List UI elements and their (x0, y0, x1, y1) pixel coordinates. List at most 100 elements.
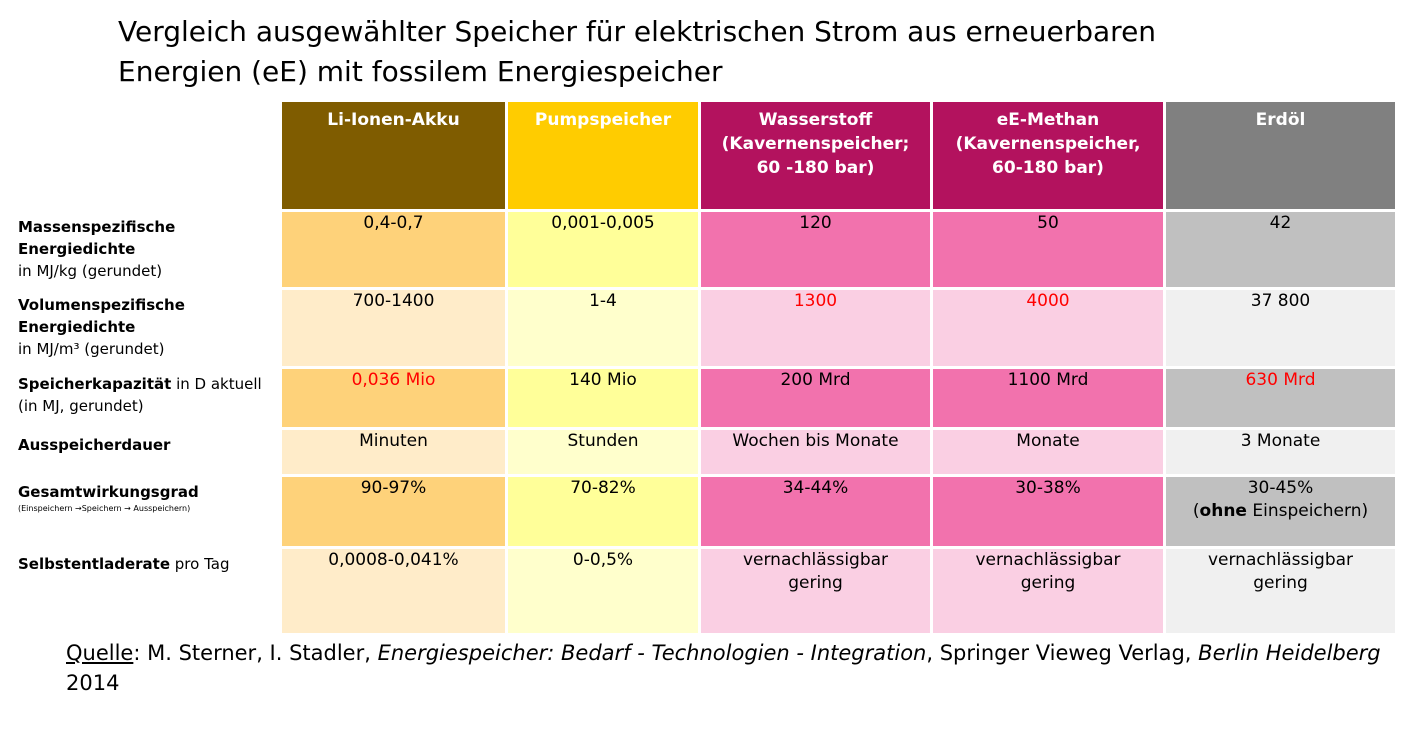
comparison-table: Li-Ionen-Akku Pumpspeicher Wasserstoff (Kav… (10, 99, 1398, 636)
column-header-pump: Pumpspeicher (505, 99, 701, 212)
column-header-line: Li-Ionen-Akku (327, 110, 460, 130)
cell-value: 200 Mrd (780, 370, 851, 390)
column-header-ch4: eE-Methan (Kavernenspeicher, 60-180 bar) (930, 99, 1166, 212)
cell-oil: 630 Mrd (1163, 366, 1398, 430)
cell-ch4: Monate (930, 427, 1166, 477)
row-label: Gesamtwirkungsgrad (Einspeichern →Speiche… (10, 474, 282, 549)
column-header-line: 60 -180 bar) (756, 158, 875, 178)
cell-h2: 120 (698, 209, 933, 290)
cell-value: 0,0008-0,041% (328, 550, 459, 570)
table-row: Massenspezifische Energiedichte in MJ/kg … (10, 209, 1398, 290)
cell-value: Minuten (359, 431, 428, 451)
cell-value: 50 (1037, 213, 1059, 233)
table-row: Selbstentladerate pro Tag 0,0008-0,041% 0-… (10, 546, 1398, 636)
cell-value: 120 (799, 213, 832, 233)
row-label-note: (Einspeichern →Speichern → Ausspeichern) (18, 504, 191, 513)
source-citation: Quelle: M. Sterner, I. Stadler, Energies… (66, 638, 1406, 698)
cell-value: 4000 (1026, 291, 1070, 311)
row-label: Massenspezifische Energiedichte in MJ/kg … (10, 209, 282, 290)
cell-value: 1100 Mrd (1007, 370, 1089, 390)
source-authors: : M. Sterner, I. Stadler, (133, 641, 378, 665)
cell-value: vernachlässigbar gering (742, 550, 889, 593)
cell-pump: 0,001-0,005 (505, 209, 701, 290)
source-place: Berlin Heidelberg (1198, 641, 1381, 665)
row-label-detail: in MJ/m³ (gerundet) (18, 340, 165, 358)
cell-value: 37 800 (1250, 291, 1311, 311)
title-line-2: Energien (eE) mit fossilem Energiespeich… (118, 55, 723, 88)
table-row: Speicherkapazität in D aktuell (in MJ, g… (10, 366, 1398, 430)
cell-value: 90-97% (360, 478, 427, 498)
cell-ch4: vernachlässigbar gering (930, 546, 1166, 636)
cell-oil: 3 Monate (1163, 427, 1398, 477)
column-header-line: (Kavernenspeicher; (721, 134, 910, 154)
cell-ch4: 1100 Mrd (930, 366, 1166, 430)
cell-note-open: ( (1192, 501, 1200, 521)
cell-pump: Stunden (505, 427, 701, 477)
cell-oil: 42 (1163, 209, 1398, 290)
row-label-detail: in D aktuell (in MJ, gerundet) (18, 375, 262, 415)
row-label-bold: Speicherkapazität (18, 375, 172, 393)
cell-h2: vernachlässigbar gering (698, 546, 933, 636)
cell-value: Monate (1016, 431, 1080, 451)
cell-value: 140 Mio (569, 370, 637, 390)
cell-value: 0,001-0,005 (551, 213, 655, 233)
cell-h2: 200 Mrd (698, 366, 933, 430)
cell-liion: 0,0008-0,041% (279, 546, 508, 636)
cell-value: vernachlässigbar gering (975, 550, 1121, 593)
cell-value: 70-82% (570, 478, 636, 498)
title-line-1: Vergleich ausgewählter Speicher für elek… (118, 15, 1157, 48)
column-header-line: Pumpspeicher (534, 110, 672, 130)
cell-pump: 0-0,5% (505, 546, 701, 636)
cell-pump: 70-82% (505, 474, 701, 549)
column-header-line: eE-Methan (996, 110, 1100, 130)
cell-value: 1-4 (589, 291, 617, 311)
header-row: Li-Ionen-Akku Pumpspeicher Wasserstoff (Kav… (10, 99, 1398, 212)
column-header-oil: Erdöl (1163, 99, 1398, 212)
column-header-line: Erdöl (1255, 110, 1306, 130)
cell-value: 3 Monate (1240, 431, 1321, 451)
cell-value: 42 (1269, 213, 1292, 233)
column-header-line: 60-180 bar) (992, 158, 1104, 178)
cell-pump: 1-4 (505, 287, 701, 369)
cell-ch4: 50 (930, 209, 1166, 290)
page-title: Vergleich ausgewählter Speicher für elek… (118, 12, 1368, 92)
column-header-liion: Li-Ionen-Akku (279, 99, 508, 212)
table-row: Gesamtwirkungsgrad (Einspeichern →Speiche… (10, 474, 1398, 549)
cell-value: 630 Mrd (1245, 370, 1316, 390)
row-label: Volumenspezifische Energiedichte in MJ/m³… (10, 287, 282, 369)
table-row: Ausspeicherdauer Minuten Stunden Wochen bis… (10, 427, 1398, 477)
row-label-detail: in MJ/kg (gerundet) (18, 262, 163, 280)
comparison-table-body: Li-Ionen-Akku Pumpspeicher Wasserstoff (Kav… (10, 99, 1398, 636)
cell-oil: 30-45% (ohne Einspeichern) (1163, 474, 1398, 549)
cell-value: 700-1400 (352, 291, 435, 311)
cell-h2: Wochen bis Monate (698, 427, 933, 477)
source-year: 2014 (66, 671, 120, 695)
row-label: Selbstentladerate pro Tag (10, 546, 282, 636)
cell-pump: 140 Mio (505, 366, 701, 430)
cell-ch4: 4000 (930, 287, 1166, 369)
cell-value: 1300 (793, 291, 838, 311)
cell-value: 30-45% (1247, 478, 1314, 498)
cell-value: 34-44% (782, 478, 849, 498)
cell-liion: 0,036 Mio (279, 366, 508, 430)
row-label-bold: Ausspeicherdauer (18, 436, 171, 454)
cell-liion: 700-1400 (279, 287, 508, 369)
cell-liion: Minuten (279, 427, 508, 477)
cell-h2: 34-44% (698, 474, 933, 549)
source-book-title: Energiespeicher: Bedarf - Technologien -… (377, 641, 927, 665)
row-label-detail: pro Tag (170, 555, 230, 573)
cell-value: 0,036 Mio (351, 370, 436, 390)
cell-note-rest: Einspeichern) (1246, 501, 1369, 521)
cell-value: vernachlässigbar gering (1207, 550, 1354, 593)
cell-value: Wochen bis Monate (732, 431, 899, 451)
column-header-h2: Wasserstoff (Kavernenspeicher; 60 -180 bar… (698, 99, 933, 212)
row-label: Speicherkapazität in D aktuell (in MJ, g… (10, 366, 282, 430)
column-header-line: (Kavernenspeicher, (955, 134, 1141, 154)
cell-value: 0,4-0,7 (363, 213, 424, 233)
row-label-bold: Massenspezifische Energiedichte (18, 218, 176, 258)
row-label: Ausspeicherdauer (10, 427, 282, 477)
row-label-bold: Selbstentladerate (18, 555, 171, 573)
cell-value: 0-0,5% (572, 550, 634, 570)
cell-liion: 0,4-0,7 (279, 209, 508, 290)
cell-oil: 37 800 (1163, 287, 1398, 369)
